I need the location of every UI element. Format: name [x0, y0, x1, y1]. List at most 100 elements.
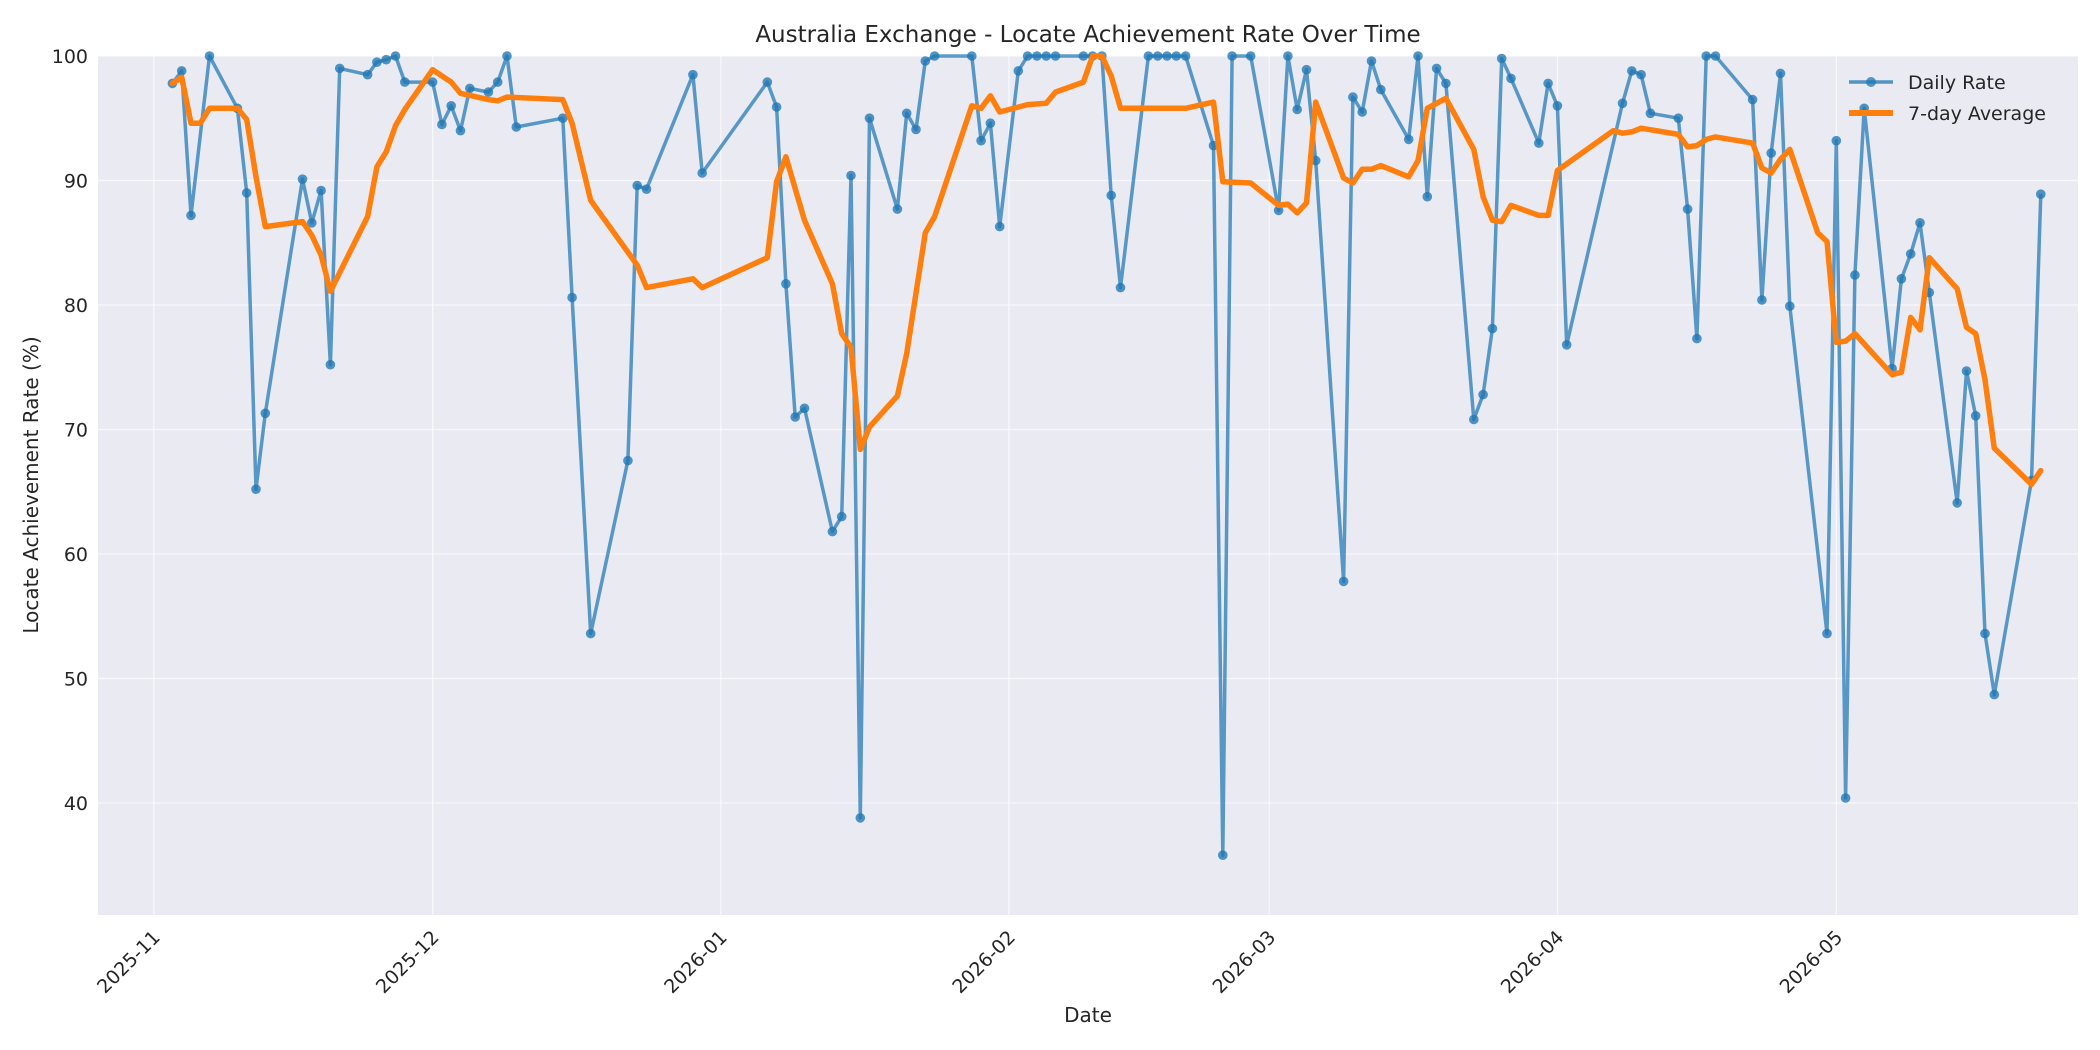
- daily-rate-point: [781, 279, 791, 289]
- daily-rate-point: [204, 51, 215, 61]
- daily-rate-point: [307, 218, 317, 228]
- daily-rate-point: [1292, 104, 1302, 115]
- y-tick-label: 90: [64, 170, 88, 192]
- daily-rate-point: [372, 57, 382, 67]
- daily-rate-point: [1348, 92, 1358, 102]
- daily-rate-point: [1413, 51, 1423, 61]
- daily-rate-point: [641, 184, 652, 194]
- daily-rate-point: [1915, 218, 1925, 228]
- daily-rate-point: [1162, 51, 1172, 61]
- daily-rate-point: [1078, 51, 1089, 61]
- daily-rate-point: [771, 102, 782, 112]
- daily-rate-point: [1961, 366, 1972, 376]
- daily-rate-point: [1422, 191, 1433, 202]
- x-axis-label: Date: [1064, 1003, 1112, 1027]
- x-tick-label: 2026-01: [660, 926, 732, 998]
- x-tick-label: 2026-02: [948, 926, 1020, 998]
- y-tick-label: 50: [64, 668, 88, 690]
- daily-rate-point: [1627, 66, 1637, 76]
- daily-rate-point: [455, 125, 466, 136]
- y-tick-label: 70: [64, 419, 88, 441]
- daily-rate-point: [1682, 204, 1693, 214]
- daily-rate-point: [1301, 64, 1312, 75]
- y-axis-label: Locate Achievement Rate (%): [19, 336, 43, 633]
- x-tick-label: 2026-05: [1776, 926, 1848, 998]
- daily-rate-point: [855, 813, 866, 823]
- daily-rate-point: [260, 408, 271, 419]
- daily-rate-point: [688, 69, 698, 80]
- daily-rate-point: [1840, 793, 1851, 803]
- daily-rate-point: [1041, 51, 1051, 61]
- daily-rate-point: [1989, 689, 2000, 700]
- legend-daily-label: Daily Rate: [1908, 72, 2006, 94]
- series-7-day-average: [169, 53, 2044, 488]
- daily-rate-point: [976, 135, 986, 146]
- daily-rate-point: [632, 180, 642, 191]
- x-tick-label: 2025-12: [372, 926, 444, 998]
- daily-rate-point: [186, 210, 196, 221]
- daily-rate-point: [400, 77, 410, 87]
- plot-background: [98, 56, 2078, 915]
- daily-rate-point: [799, 403, 810, 414]
- daily-rate-point: [1561, 340, 1572, 350]
- daily-rate-point: [1701, 51, 1711, 61]
- daily-rate-point: [1245, 51, 1256, 61]
- daily-rate-point: [1831, 135, 1842, 146]
- daily-rate-point: [1469, 414, 1479, 425]
- daily-rate-point: [827, 526, 838, 537]
- legend-average-label: 7-day Average: [1908, 103, 2046, 125]
- daily-rate-point: [492, 77, 503, 87]
- daily-rate-point: [920, 56, 931, 66]
- daily-rate-point: [994, 221, 1005, 232]
- daily-rate-point: [901, 108, 912, 119]
- daily-rate-point: [892, 204, 903, 214]
- daily-rate-point: [929, 51, 940, 61]
- daily-rate-point: [511, 122, 522, 132]
- daily-rate-point: [1757, 295, 1767, 305]
- daily-rate-point: [1970, 411, 1981, 421]
- daily-rate-point: [390, 51, 401, 61]
- daily-rate-point: [362, 69, 373, 80]
- x-tick-label: 2026-04: [1497, 926, 1569, 998]
- daily-rate-point: [502, 51, 512, 61]
- daily-rate-point: [985, 118, 996, 128]
- daily-rate-point: [697, 168, 707, 178]
- daily-rate-point: [1617, 98, 1628, 109]
- daily-rate-point: [967, 51, 977, 61]
- daily-rate-point: [1896, 274, 1907, 284]
- daily-rate-point: [567, 292, 577, 303]
- daily-rate-point: [241, 188, 252, 198]
- y-tick-label: 100: [52, 46, 88, 68]
- daily-rate-point: [2036, 189, 2046, 199]
- daily-rate-point: [1747, 94, 1758, 105]
- daily-rate-point: [585, 628, 596, 639]
- y-tick-label: 40: [64, 793, 88, 815]
- x-tick-label: 2026-03: [1209, 926, 1281, 998]
- daily-rate-point: [1441, 78, 1451, 89]
- daily-rate-point: [1366, 56, 1377, 66]
- daily-rate-point: [1338, 576, 1349, 587]
- daily-rate-point: [1645, 108, 1656, 119]
- daily-rate-point: [1952, 498, 1962, 508]
- daily-rate-point: [1636, 69, 1646, 80]
- daily-rate-point: [790, 412, 800, 422]
- daily-rate-point: [1543, 78, 1553, 89]
- daily-rate-point: [427, 77, 438, 87]
- daily-rate-point: [1766, 148, 1776, 158]
- daily-rate-point: [911, 124, 921, 135]
- daily-rate-point: [1013, 66, 1024, 76]
- daily-rate-point: [1710, 51, 1721, 61]
- daily-rate-point: [1905, 249, 1916, 259]
- chart-title: Australia Exchange - Locate Achievement …: [755, 22, 1420, 48]
- daily-rate-point: [446, 101, 457, 111]
- daily-rate-point: [623, 455, 633, 466]
- daily-rate-point: [483, 87, 494, 97]
- daily-rate-point: [1106, 190, 1116, 201]
- daily-rate-point: [1692, 333, 1702, 344]
- daily-rate-point: [1143, 51, 1154, 61]
- daily-rate-point: [1115, 282, 1126, 293]
- daily-rate-point: [1822, 628, 1832, 639]
- daily-rate-point: [381, 54, 392, 65]
- daily-rate-point: [1552, 101, 1563, 111]
